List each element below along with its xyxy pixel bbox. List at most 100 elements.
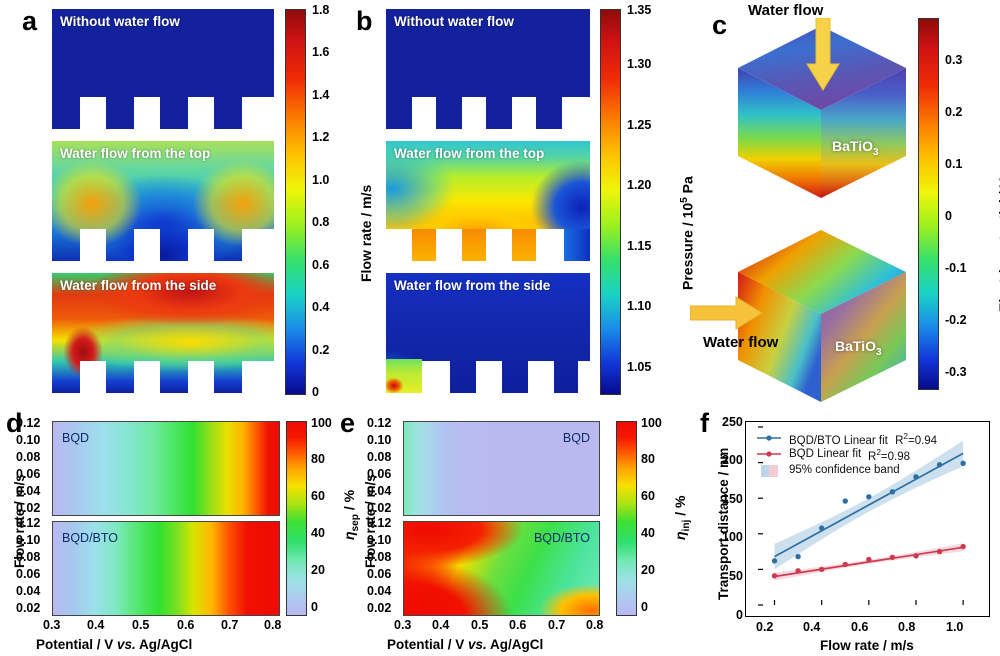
colorbar-tick: 1.2 <box>312 130 330 144</box>
panel-label-a: a <box>22 6 38 36</box>
xlabel-pre: Potential / V <box>387 637 469 652</box>
y-tick: 0.02 <box>16 501 41 515</box>
notch <box>436 229 462 261</box>
y-tick: 0.06 <box>367 567 392 581</box>
colorbar-tick: 20 <box>311 563 325 577</box>
panel-a-subimage-2: Water flow from the top <box>52 141 274 261</box>
y-tick: 0.02 <box>16 601 41 615</box>
legend-entry-bqdbto: BQD/BTO Linear fit R2=0.94 <box>789 432 937 447</box>
colorbar-tick: 100 <box>641 416 662 430</box>
material-subscript: 3 <box>872 146 879 158</box>
notch <box>80 229 106 261</box>
y-tick: 0.08 <box>367 550 392 564</box>
colorbar-tick: 60 <box>311 489 325 503</box>
colorbar-tick: 0 <box>312 385 319 399</box>
heatmap-series-label: BQD/BTO <box>62 531 119 545</box>
panel-e-colorbar-title: ηinj / % <box>672 496 692 540</box>
panel-b-subimage-2: Water flow from the top <box>386 141 590 261</box>
notch <box>412 97 436 129</box>
notch <box>386 229 412 261</box>
x-tick: 0.6 <box>177 618 195 632</box>
panel-label-f: f <box>700 408 709 438</box>
colorbar-tick: 60 <box>641 489 655 503</box>
notch <box>462 97 486 129</box>
eta-subscript: inj <box>680 519 692 532</box>
unit-text: / % <box>672 495 688 520</box>
subimage-caption: Without water flow <box>394 14 514 29</box>
panel-label-c: c <box>712 10 728 40</box>
colorbar-tick: 0 <box>311 600 318 614</box>
x-tick: 1.0 <box>946 620 964 634</box>
panel-label-d: d <box>6 408 23 438</box>
colorbar-tick: 0.8 <box>312 215 330 229</box>
panel-f-legend-markers <box>757 435 781 477</box>
notch <box>134 361 160 393</box>
y-tick: 0.12 <box>367 416 392 430</box>
colorbar-tick: 1.25 <box>627 118 652 132</box>
water-flow-arrow-down-icon <box>806 18 840 91</box>
notch <box>188 97 214 129</box>
panel-label-e: e <box>340 408 356 438</box>
unit-text: / % <box>341 489 357 515</box>
notch <box>80 361 106 393</box>
x-tick: 0.8 <box>264 618 282 632</box>
heatmap-series-label: BQD <box>62 431 90 445</box>
material-formula: BaTiO <box>832 138 873 154</box>
subimage-caption: Without water flow <box>60 14 180 29</box>
colorbar-tick: 0.2 <box>945 105 963 119</box>
r2-exponent: 2 <box>876 448 881 457</box>
r2-value: =0.98 <box>880 450 911 463</box>
panel-d-xlabel: Potential / V vs. Ag/AgCl <box>36 637 192 652</box>
y-tick: 0.08 <box>367 450 392 464</box>
colorbar-tick: 80 <box>641 452 655 466</box>
heatmap-series-label: BQD <box>562 431 590 445</box>
x-tick: 0.6 <box>851 620 869 634</box>
y-tick: 0.10 <box>367 533 392 547</box>
r2-exponent: 2 <box>903 432 908 441</box>
y-tick: 50 <box>729 569 743 583</box>
panel-b-colorbar-title: Pressure / 105 Pa <box>679 176 696 290</box>
legend-entry-bqd: BQD Linear fit R2=0.98 <box>789 448 910 463</box>
colorbar-tick: 0.3 <box>945 53 963 67</box>
colorbar-tick: 0.6 <box>312 258 330 272</box>
pillar-fill <box>462 229 486 261</box>
notch <box>242 361 274 393</box>
panel-d-colorbar-title: ηsep / % <box>341 490 361 540</box>
colorbar-tick: 1.6 <box>312 45 330 59</box>
notch <box>486 229 512 261</box>
xlabel-italic: vs. <box>468 637 487 652</box>
r2-label: R <box>895 434 904 447</box>
y-tick: 0.06 <box>367 467 392 481</box>
y-tick: 0.06 <box>16 567 41 581</box>
x-tick: 0.8 <box>898 620 916 634</box>
y-tick: 150 <box>722 492 743 506</box>
x-tick: 0.7 <box>221 618 239 632</box>
panel-d-heatmap-bqdbto: BQD/BTO <box>52 521 280 616</box>
colorbar-tick: 40 <box>641 526 655 540</box>
y-tick: 200 <box>722 453 743 467</box>
legend-label: BQD Linear fit <box>789 448 862 460</box>
panel-c-colorbar <box>918 18 939 390</box>
colorbar-tick: 40 <box>311 526 325 540</box>
colorbar-tick: 1.20 <box>627 178 652 192</box>
x-tick: 0.3 <box>43 618 61 632</box>
pillar-fill <box>412 229 436 261</box>
x-tick: 0.2 <box>756 620 774 634</box>
colorbar-title-exponent: 5 <box>679 197 690 203</box>
material-formula: BaTiO <box>835 338 876 354</box>
notch <box>536 229 590 261</box>
legend-entry-confidence-band: 95% confidence band <box>789 464 900 476</box>
colorbar-tick: 100 <box>311 416 332 430</box>
y-tick: 0.10 <box>16 433 41 447</box>
panel-d-colorbar <box>286 421 307 616</box>
colorbar-tick: -0.2 <box>945 313 967 327</box>
panel-c-top-arrow-label: Water flow <box>748 2 824 19</box>
y-tick: 0.12 <box>16 516 41 530</box>
x-tick: 0.4 <box>87 618 105 632</box>
eta-subscript: sep <box>349 514 361 532</box>
notch <box>134 229 160 261</box>
y-tick: 0 <box>736 608 743 622</box>
panel-a-colorbar <box>285 9 306 395</box>
panel-c-cube-top <box>738 26 906 198</box>
eta-symbol: η <box>341 531 357 540</box>
